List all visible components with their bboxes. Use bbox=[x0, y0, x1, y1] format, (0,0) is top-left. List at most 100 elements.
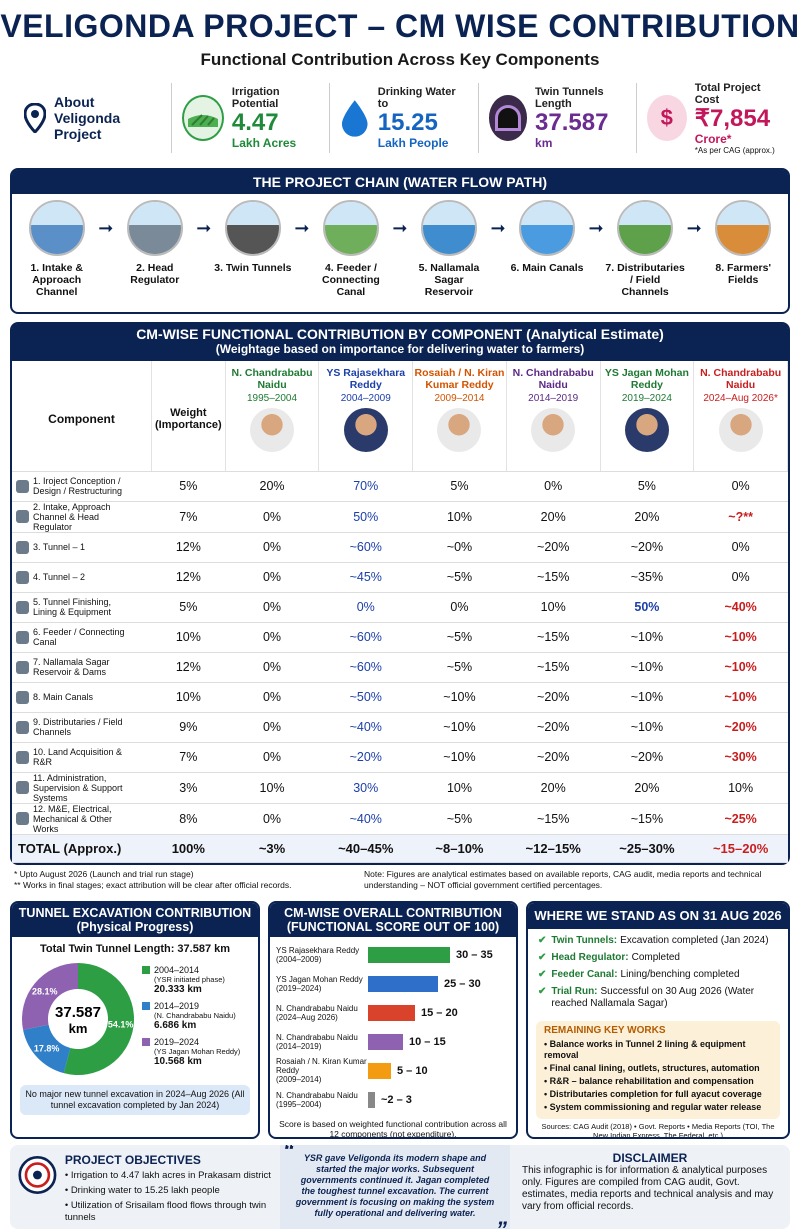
donut-slice-label: 54.1% bbox=[108, 1019, 134, 1029]
bar-years: (2019–2024) bbox=[276, 983, 322, 993]
value-cell: ~40% bbox=[318, 712, 413, 743]
stat-label: Twin Tunnels Length bbox=[535, 86, 604, 110]
value-cell: 0% bbox=[225, 622, 319, 653]
value-cell: ~20% bbox=[693, 712, 788, 743]
overall-title: CM-WISE OVERALL CONTRIBUTION bbox=[284, 905, 502, 920]
value-cell: 0% bbox=[693, 532, 788, 563]
status-panel: WHERE WE STAND AS ON 31 AUG 2026 ✔ Twin T… bbox=[526, 900, 790, 1139]
chain-title: THE PROJECT CHAIN (WATER FLOW PATH) bbox=[12, 170, 788, 194]
remaining-item: • R&R – balance rehabilitation and compe… bbox=[544, 1076, 772, 1087]
tunnel-panel: TUNNEL EXCAVATION CONTRIBUTION (Physical… bbox=[10, 900, 260, 1139]
value-cell: ~15% bbox=[506, 803, 601, 835]
remaining-text: Final canal lining, outlets, structures,… bbox=[549, 1062, 760, 1073]
bar-name: N. Chandrababu Naidu bbox=[276, 1032, 358, 1042]
table-title: CM-WISE FUNCTIONAL CONTRIBUTION BY COMPO… bbox=[136, 326, 664, 342]
stat-unit: km bbox=[535, 136, 553, 150]
status-key: Feeder Canal: bbox=[551, 968, 618, 980]
weight-cell: 12% bbox=[151, 652, 226, 683]
dam-icon bbox=[28, 200, 85, 256]
value-cell: 0% bbox=[225, 803, 319, 835]
value-cell: ~45% bbox=[318, 562, 413, 593]
project-chain: THE PROJECT CHAIN (WATER FLOW PATH) 1. I… bbox=[10, 168, 790, 314]
legend-item: 2004–2014 (YSR initiated phase) 20.333 km bbox=[142, 965, 252, 995]
status-value: Successful on 30 Aug 2026 (Water reached… bbox=[551, 985, 755, 1009]
bar-name: Rosaiah / N. Kiran Kumar Reddy bbox=[276, 1057, 367, 1075]
objective-text: Irrigation to 4.47 lakh acres in Prakasa… bbox=[70, 1169, 271, 1181]
note-double-asterisk: ** Works in final stages; exact attribut… bbox=[14, 879, 292, 890]
legend-text: 2014–2019 (N. Chandrababu Naidu) 6.686 km bbox=[154, 1001, 236, 1031]
value-cell: ~10% bbox=[600, 622, 694, 653]
legend-text: 2004–2014 (YSR initiated phase) 20.333 km bbox=[154, 965, 225, 995]
bar-years: (2009–2014) bbox=[276, 1075, 322, 1084]
cm-name: N. Chandrababu Naidu bbox=[512, 367, 594, 391]
stat-irrigation: Irrigation Potential 4.47 Lakh Acres bbox=[172, 83, 331, 153]
chain-steps: 1. Intake & Approach Channel ➞ 2. Head Reg… bbox=[12, 194, 788, 298]
value-cell: ~20% bbox=[506, 712, 601, 743]
value-cell: 10% bbox=[693, 772, 788, 804]
chain-step-label: 2. Head Regulator bbox=[130, 262, 180, 286]
bar-label: YS Jagan Mohan Reddy (2019–2024) bbox=[276, 975, 368, 993]
donut-slice bbox=[21, 962, 78, 1030]
value-cell: 0% bbox=[225, 532, 319, 563]
value-cell: 30% bbox=[318, 772, 413, 804]
value-cell: ~5% bbox=[412, 803, 507, 835]
page-title: VELIGONDA PROJECT – CM WISE CONTRIBUTION bbox=[0, 8, 800, 44]
table-row: 5. Tunnel Finishing, Lining & Equipment 5… bbox=[12, 592, 788, 623]
stat-unit: Crore* bbox=[694, 131, 732, 146]
overall-subtitle: (FUNCTIONAL SCORE OUT OF 100) bbox=[286, 919, 500, 934]
reservoir-icon bbox=[420, 200, 477, 256]
value-cell: ~10% bbox=[412, 682, 507, 713]
value-cell: ~?** bbox=[693, 501, 788, 533]
check-icon: ✔ bbox=[538, 985, 547, 997]
check-icon: ✔ bbox=[538, 934, 547, 946]
status-key: Trial Run: bbox=[551, 985, 598, 997]
value-cell: 0% bbox=[225, 562, 319, 593]
value-cell: 0% bbox=[506, 471, 601, 502]
status-key: Twin Tunnels: bbox=[551, 934, 618, 946]
cm-portrait bbox=[624, 408, 669, 452]
legend-sub: (YS Jagan Mohan Reddy) bbox=[154, 1046, 241, 1056]
component-cell: 1. Iroject Conception / Design / Restruc… bbox=[12, 471, 152, 502]
overall-header: CM-WISE OVERALL CONTRIBUTION (FUNCTIONAL… bbox=[270, 902, 516, 937]
objective-item: • Drinking water to 15.25 lakh people bbox=[65, 1185, 272, 1197]
value-cell: 0% bbox=[225, 712, 319, 743]
component-label: 5. Tunnel Finishing, Lining & Equipment bbox=[33, 597, 112, 617]
chain-step: 6. Main Canals bbox=[507, 200, 587, 274]
component-icon bbox=[16, 630, 29, 644]
donut-center-value: 37.587 bbox=[55, 1004, 101, 1021]
component-cell: 7. Nallamala Sagar Reservoir & Dams bbox=[12, 652, 152, 683]
quote: “ YSR gave Veligonda its modern shape an… bbox=[280, 1144, 510, 1229]
bar bbox=[368, 1033, 403, 1050]
value-cell: ~10% bbox=[600, 682, 694, 713]
table-row: 2. Intake, Approach Channel & Head Regul… bbox=[12, 501, 788, 533]
weight-cell: 7% bbox=[151, 742, 226, 773]
component-icon bbox=[16, 479, 29, 493]
bar bbox=[368, 1062, 391, 1079]
sources: Sources: CAG Audit (2018) • Govt. Report… bbox=[541, 1121, 775, 1139]
chain-step-label: 7. Distributaries / Field Channels bbox=[605, 262, 685, 298]
bullet-icon: • bbox=[544, 1088, 550, 1099]
bullet-icon: • bbox=[64, 1184, 71, 1196]
component-label: 10. Land Acquisition & R&R bbox=[33, 747, 123, 767]
about-label: About Veligonda Project bbox=[54, 94, 121, 142]
table-notes: * Upto August 2026 (Launch and trial run… bbox=[0, 865, 800, 901]
value-cell: ~35% bbox=[600, 562, 694, 593]
status-value: Completed bbox=[631, 951, 680, 963]
value-cell: 20% bbox=[225, 471, 319, 502]
chain-step: 8. Farmers' Fields bbox=[703, 200, 783, 286]
component-cell: 8. Main Canals bbox=[12, 682, 152, 713]
bar-value: 15 – 20 bbox=[421, 1006, 458, 1019]
component-label: 9. Distributaries / Field Channels bbox=[33, 717, 123, 737]
arrow-right-icon: ➞ bbox=[490, 218, 506, 238]
objectives: PROJECT OBJECTIVES • Irrigation to 4.47 … bbox=[10, 1145, 280, 1229]
value-cell: ~0% bbox=[412, 532, 507, 563]
donut-center-unit: km bbox=[69, 1021, 88, 1036]
component-icon bbox=[16, 540, 29, 554]
legend-swatch bbox=[142, 965, 150, 974]
check-icon: ✔ bbox=[538, 951, 547, 963]
value-cell: ~60% bbox=[318, 532, 413, 563]
contribution-table-panel: CM-WISE FUNCTIONAL CONTRIBUTION BY COMPO… bbox=[10, 322, 790, 865]
chain-step: 7. Distributaries / Field Channels bbox=[605, 200, 685, 298]
stat-label: Drinking Water to bbox=[377, 86, 456, 110]
total-value: ~40–45% bbox=[318, 834, 413, 863]
